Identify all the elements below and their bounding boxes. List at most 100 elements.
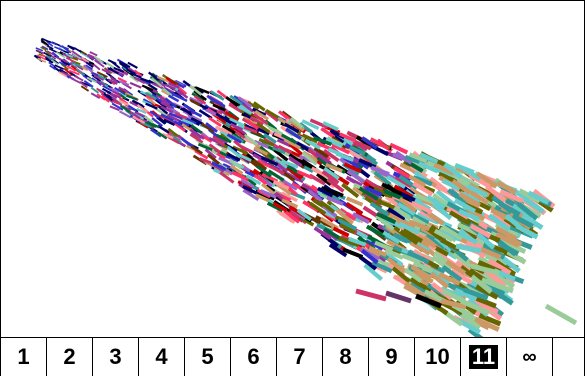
stroke-mark [441,178,461,191]
stroke-mark [189,98,201,107]
stroke-mark [272,148,289,162]
stroke-mark [54,46,65,52]
stroke-mark [318,199,336,214]
stroke-mark [288,153,306,167]
stroke-mark [511,213,534,229]
stroke-mark [320,127,336,139]
stroke-mark [496,180,517,195]
tab-7[interactable]: 7 [277,338,323,376]
stroke-mark [174,112,188,120]
stroke-mark [440,298,467,310]
tab-5[interactable]: 5 [185,338,231,376]
stroke-mark [493,272,516,289]
stroke-mark [401,253,422,265]
stroke-mark [117,77,128,84]
stroke-mark [71,61,82,68]
tab-label: 4 [155,344,168,369]
stroke-mark [140,77,153,84]
stroke-mark [48,61,56,68]
stroke-mark [129,71,142,79]
tab-infinity[interactable]: ∞ [507,338,553,376]
tab-2[interactable]: 2 [47,338,93,376]
stroke-mark [246,101,260,110]
stroke-mark [253,173,268,185]
stroke-mark [226,145,241,158]
stroke-mark [41,45,49,51]
stroke-mark [484,253,508,267]
stroke-mark [190,124,203,135]
stroke-mark [408,219,431,232]
stroke-mark [150,77,163,88]
stroke-mark [125,64,136,74]
stroke-mark [457,230,478,245]
stroke-mark [458,208,480,222]
stroke-mark [239,144,254,154]
stroke-mark [370,165,390,176]
stroke-mark [438,272,461,286]
stroke-mark [141,84,154,92]
stroke-mark [167,127,179,138]
stroke-mark [352,212,370,225]
stroke-mark [345,175,363,188]
stroke-mark [304,138,321,150]
stroke-mark [163,86,175,94]
stroke-mark [240,136,254,145]
tab-6[interactable]: 6 [231,338,277,376]
stroke-mark [79,51,90,59]
stroke-mark [93,55,104,64]
stroke-mark [384,248,404,260]
stroke-mark [177,90,189,99]
tab-1[interactable]: 1 [1,338,47,376]
stroke-mark [48,47,57,53]
stroke-mark [358,186,379,201]
tab-11[interactable]: 11 [461,338,507,376]
stroke-mark [44,49,51,56]
stroke-mark [72,52,82,60]
stroke-mark [388,212,410,227]
stroke-mark [242,184,260,196]
tab-4[interactable]: 4 [139,338,185,376]
stroke-mark [345,196,364,207]
stroke-mark [226,133,242,144]
tab-label: ∞ [522,345,537,368]
stroke-mark [254,110,269,121]
stroke-mark [132,115,146,124]
stroke-mark [415,293,442,309]
tab-10[interactable]: 10 [415,338,461,376]
stroke-mark [60,63,69,71]
stroke-mark [277,144,293,155]
stroke-mark [313,226,332,240]
stroke-mark [185,116,197,125]
stroke-mark [376,199,396,210]
stroke-mark [226,152,241,162]
stroke-mark [240,101,255,113]
stroke-mark [289,119,305,132]
stroke-mark [229,164,244,175]
stroke-mark [499,254,521,274]
stroke-mark [283,138,301,150]
stroke-mark [59,58,69,64]
stroke-mark [429,271,450,289]
stroke-mark [249,116,264,126]
stroke-mark [45,58,54,64]
stroke-mark [90,86,100,94]
stroke-mark [152,82,164,90]
stroke-mark [281,191,298,203]
stroke-mark [369,137,390,151]
tab-9[interactable]: 9 [369,338,415,376]
stroke-mark [157,124,170,134]
stroke-mark [268,125,284,136]
stroke-mark [408,152,428,164]
stroke-mark [458,191,481,208]
tab-8[interactable]: 8 [323,338,369,376]
tab-3[interactable]: 3 [93,338,139,376]
stroke-mark [361,136,378,150]
stroke-mark [166,113,181,123]
stroke-mark [76,68,86,76]
stroke-mark [136,107,147,115]
stroke-mark [266,201,284,213]
stroke-mark [206,95,218,104]
stroke-mark [485,184,507,203]
stroke-mark [281,198,299,209]
